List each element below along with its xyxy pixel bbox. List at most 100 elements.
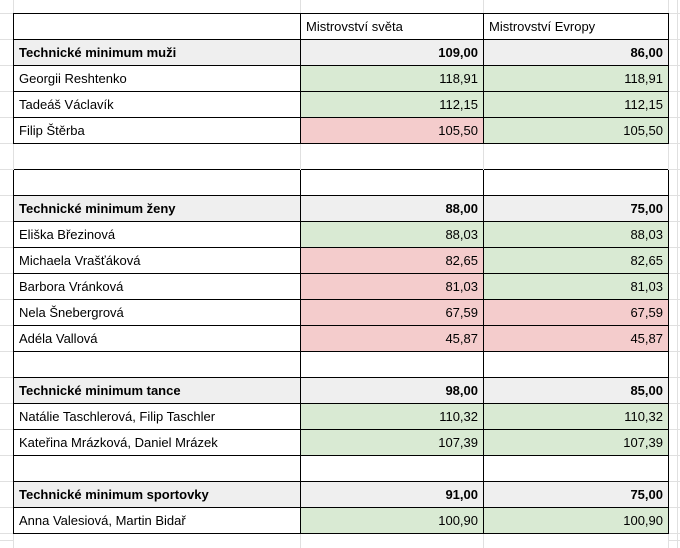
section-header-row: Technické minimum tance 98,00 85,00 xyxy=(13,377,669,404)
section-title-cell[interactable]: Technické minimum tance xyxy=(13,377,301,404)
blank-cell[interactable] xyxy=(300,169,484,196)
europe-minimum-cell[interactable]: 86,00 xyxy=(483,39,669,66)
gridline-row-boundary xyxy=(669,13,680,14)
athlete-name-cell[interactable]: Kateřina Mrázková, Daniel Mrázek xyxy=(13,429,301,456)
world-score-cell[interactable]: 67,59 xyxy=(300,299,484,326)
athlete-name-cell[interactable]: Michaela Vrašťáková xyxy=(13,247,301,274)
world-minimum-cell[interactable]: 109,00 xyxy=(300,39,484,66)
world-score-cell[interactable]: 81,03 xyxy=(300,273,484,300)
gridline-row-boundary xyxy=(0,247,13,248)
gridline-row-boundary xyxy=(0,481,13,482)
gridline-column-boundary xyxy=(483,534,484,548)
athlete-row: Filip Štěrba 105,50 105,50 xyxy=(13,117,669,144)
blank-cell[interactable] xyxy=(483,169,669,196)
athlete-row: Georgii Reshtenko 118,91 118,91 xyxy=(13,65,669,92)
blank-cell[interactable] xyxy=(483,143,669,170)
gridline-column-boundary xyxy=(13,0,14,13)
blank-cell[interactable] xyxy=(13,169,301,196)
europe-score-cell[interactable]: 105,50 xyxy=(483,117,669,144)
europe-score-cell[interactable]: 81,03 xyxy=(483,273,669,300)
world-minimum-cell[interactable]: 98,00 xyxy=(300,377,484,404)
world-score-cell[interactable]: 105,50 xyxy=(300,117,484,144)
world-score-cell[interactable]: 112,15 xyxy=(300,91,484,118)
europe-minimum-cell[interactable]: 85,00 xyxy=(483,377,669,404)
column-header-world-cell[interactable]: Mistrovství světa xyxy=(300,13,484,40)
gridline-row-boundary xyxy=(0,377,13,378)
gridline-row-boundary xyxy=(669,507,680,508)
gridline-column-boundary xyxy=(300,0,301,13)
gridline-column-boundary xyxy=(677,0,678,548)
section-header-row: Technické minimum muži 109,00 86,00 xyxy=(13,39,669,66)
gridline-row-boundary xyxy=(669,117,680,118)
gridline-row-boundary xyxy=(0,117,13,118)
sheet-table: Mistrovství světa Mistrovství Evropy Techn… xyxy=(13,13,669,534)
europe-score-cell[interactable]: 45,87 xyxy=(483,325,669,352)
europe-score-cell[interactable]: 118,91 xyxy=(483,65,669,92)
corner-cell[interactable] xyxy=(13,13,301,40)
europe-score-cell[interactable]: 112,15 xyxy=(483,91,669,118)
athlete-name-cell[interactable]: Adéla Vallová xyxy=(13,325,301,352)
gridline-column-boundary xyxy=(668,534,669,548)
column-header-europe-cell[interactable]: Mistrovství Evropy xyxy=(483,13,669,40)
gridline-row-boundary xyxy=(669,377,680,378)
athlete-row: Natálie Taschlerová, Filip Taschler 110,3… xyxy=(13,403,669,430)
blank-cell[interactable] xyxy=(483,351,669,378)
europe-score-cell[interactable]: 88,03 xyxy=(483,221,669,248)
athlete-name-cell[interactable]: Filip Štěrba xyxy=(13,117,301,144)
blank-cell[interactable] xyxy=(300,351,484,378)
world-score-cell[interactable]: 88,03 xyxy=(300,221,484,248)
blank-cell[interactable] xyxy=(300,455,484,482)
blank-cell[interactable] xyxy=(13,351,301,378)
section-header-row: Technické minimum ženy 88,00 75,00 xyxy=(13,195,669,222)
europe-score-cell[interactable]: 100,90 xyxy=(483,507,669,534)
gridline-row-boundary xyxy=(0,273,13,274)
europe-score-cell[interactable]: 110,32 xyxy=(483,403,669,430)
gridline-row-boundary xyxy=(0,507,13,508)
athlete-name-cell[interactable]: Georgii Reshtenko xyxy=(13,65,301,92)
gridline-row-boundary xyxy=(0,39,13,40)
gridline-row-boundary xyxy=(0,65,13,66)
section-title-cell[interactable]: Technické minimum muži xyxy=(13,39,301,66)
europe-minimum-cell[interactable]: 75,00 xyxy=(483,481,669,508)
blank-cell[interactable] xyxy=(300,143,484,170)
gridline-row-boundary xyxy=(669,403,680,404)
blank-cell[interactable] xyxy=(483,455,669,482)
world-minimum-cell[interactable]: 88,00 xyxy=(300,195,484,222)
europe-score-cell[interactable]: 107,39 xyxy=(483,429,669,456)
athlete-name-cell[interactable]: Nela Šnebergrová xyxy=(13,299,301,326)
europe-score-cell[interactable]: 67,59 xyxy=(483,299,669,326)
world-score-cell[interactable]: 110,32 xyxy=(300,403,484,430)
gridline-row-boundary xyxy=(669,39,680,40)
world-score-cell[interactable]: 118,91 xyxy=(300,65,484,92)
gridline-row-boundary xyxy=(0,221,13,222)
empty-row xyxy=(13,455,669,482)
europe-minimum-cell[interactable]: 75,00 xyxy=(483,195,669,222)
world-minimum-cell[interactable]: 91,00 xyxy=(300,481,484,508)
world-score-cell[interactable]: 82,65 xyxy=(300,247,484,274)
world-score-cell[interactable]: 45,87 xyxy=(300,325,484,352)
athlete-row: Tadeáš Václavík 112,15 112,15 xyxy=(13,91,669,118)
gridline-row-boundary xyxy=(0,403,13,404)
gridline-row-boundary xyxy=(669,540,680,541)
world-score-cell[interactable]: 100,90 xyxy=(300,507,484,534)
world-score-cell[interactable]: 107,39 xyxy=(300,429,484,456)
blank-cell[interactable] xyxy=(13,143,301,170)
gridline-row-boundary xyxy=(669,247,680,248)
gridline-row-boundary xyxy=(0,91,13,92)
europe-score-cell[interactable]: 82,65 xyxy=(483,247,669,274)
athlete-name-cell[interactable]: Barbora Vránková xyxy=(13,273,301,300)
athlete-row: Nela Šnebergrová 67,59 67,59 xyxy=(13,299,669,326)
gridline-row-boundary xyxy=(0,455,13,456)
gridline-row-boundary xyxy=(669,429,680,430)
athlete-name-cell[interactable]: Anna Valesiová, Martin Bidař xyxy=(13,507,301,534)
athlete-name-cell[interactable]: Natálie Taschlerová, Filip Taschler xyxy=(13,403,301,430)
athlete-row: Anna Valesiová, Martin Bidař 100,90 100,90 xyxy=(13,507,669,534)
gridline-row-boundary xyxy=(0,540,13,541)
column-header-row: Mistrovství světa Mistrovství Evropy xyxy=(13,13,669,40)
blank-cell[interactable] xyxy=(13,455,301,482)
section-title-cell[interactable]: Technické minimum sportovky xyxy=(13,481,301,508)
athlete-name-cell[interactable]: Eliška Březinová xyxy=(13,221,301,248)
athlete-name-cell[interactable]: Tadeáš Václavík xyxy=(13,91,301,118)
section-title-cell[interactable]: Technické minimum ženy xyxy=(13,195,301,222)
